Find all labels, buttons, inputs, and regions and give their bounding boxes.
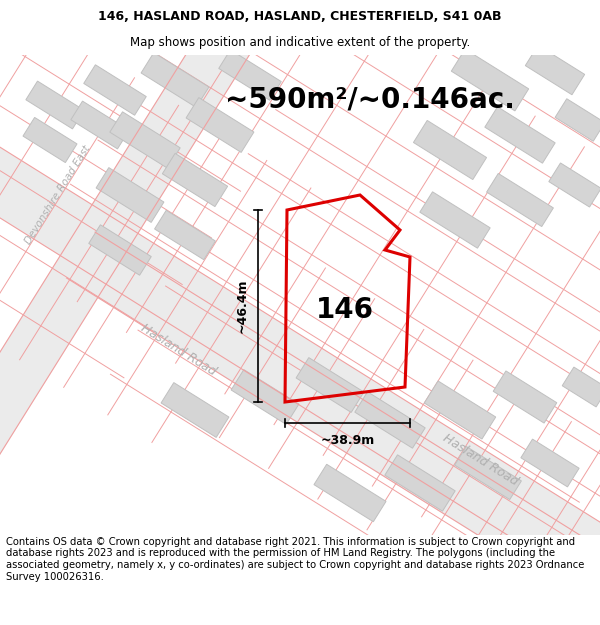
Polygon shape	[420, 192, 490, 248]
Text: Contains OS data © Crown copyright and database right 2021. This information is : Contains OS data © Crown copyright and d…	[6, 537, 584, 582]
Text: Map shows position and indicative extent of the property.: Map shows position and indicative extent…	[130, 36, 470, 49]
Polygon shape	[141, 52, 209, 107]
Polygon shape	[562, 367, 600, 407]
Polygon shape	[424, 381, 496, 439]
Polygon shape	[71, 101, 129, 149]
Polygon shape	[526, 45, 584, 95]
Polygon shape	[219, 50, 281, 100]
Text: ~46.4m: ~46.4m	[235, 279, 248, 333]
Polygon shape	[66, 232, 600, 625]
Polygon shape	[455, 446, 521, 499]
Polygon shape	[110, 112, 180, 168]
Text: 146, HASLAND ROAD, HASLAND, CHESTERFIELD, S41 0AB: 146, HASLAND ROAD, HASLAND, CHESTERFIELD…	[98, 10, 502, 23]
Polygon shape	[555, 99, 600, 141]
Polygon shape	[385, 455, 455, 511]
Polygon shape	[89, 225, 151, 275]
Polygon shape	[161, 382, 229, 438]
Text: 146: 146	[316, 296, 374, 324]
Polygon shape	[186, 98, 254, 152]
Polygon shape	[493, 371, 557, 423]
Text: ~590m²/~0.146ac.: ~590m²/~0.146ac.	[225, 86, 515, 114]
Polygon shape	[413, 121, 487, 179]
Polygon shape	[355, 392, 425, 448]
Polygon shape	[296, 357, 364, 412]
Text: ~38.9m: ~38.9m	[320, 434, 374, 447]
Polygon shape	[96, 168, 164, 222]
Polygon shape	[0, 0, 289, 586]
Polygon shape	[26, 81, 84, 129]
Polygon shape	[314, 464, 386, 522]
Polygon shape	[155, 210, 215, 260]
Polygon shape	[487, 174, 553, 226]
Text: Hasland Road: Hasland Road	[138, 322, 218, 378]
Text: Hasland Road: Hasland Road	[440, 432, 520, 488]
Polygon shape	[84, 65, 146, 115]
Text: Devonshire Road East: Devonshire Road East	[23, 144, 92, 246]
Polygon shape	[549, 163, 600, 207]
Polygon shape	[485, 107, 555, 163]
Polygon shape	[0, 132, 600, 608]
Polygon shape	[23, 118, 77, 162]
Polygon shape	[451, 49, 529, 111]
Polygon shape	[163, 153, 227, 207]
Polygon shape	[231, 369, 299, 424]
Polygon shape	[521, 439, 579, 487]
